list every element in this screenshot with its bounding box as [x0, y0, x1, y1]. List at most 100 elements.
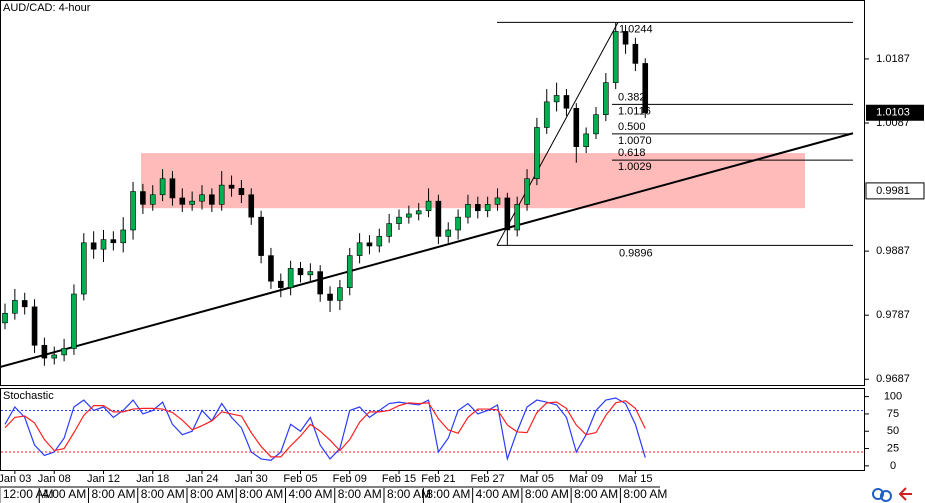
candle-body — [209, 194, 215, 205]
candle-body — [356, 242, 363, 256]
candle-body — [337, 287, 343, 301]
candle-body — [297, 268, 304, 276]
candle-body — [455, 216, 461, 231]
candle-body — [543, 101, 550, 128]
supply-zone — [141, 153, 805, 209]
candle-body — [583, 133, 589, 147]
price-panel — [0, 0, 865, 386]
candle-body — [179, 197, 186, 205]
x-tick-label: Mar 05 — [520, 473, 554, 485]
candle-body — [612, 31, 619, 83]
y-tick-label: 0.9787 — [876, 309, 910, 321]
fib-price: 1.0070 — [618, 135, 652, 147]
stochastic-panel — [0, 388, 865, 471]
candle-body — [553, 95, 560, 103]
candle-body — [110, 239, 117, 244]
trendline — [0, 132, 854, 369]
current-price-label: 1.0103 — [876, 107, 910, 119]
candle-body — [603, 82, 609, 115]
x-tick-label: Jan 24 — [185, 473, 218, 485]
candle-body — [534, 127, 540, 180]
y-tick-label: 0 — [890, 460, 896, 472]
time-label: 8:00 AM — [141, 487, 185, 501]
candle-body — [445, 229, 452, 237]
x-tick-label: Feb 15 — [382, 473, 416, 485]
fib-ratio: 0.500 — [618, 121, 646, 133]
candle-body — [317, 271, 324, 295]
candle-body — [199, 194, 205, 202]
candle-body — [406, 213, 412, 218]
candle-body — [593, 114, 599, 135]
time-label: 8:00 AM — [239, 487, 283, 501]
candle-body — [238, 188, 245, 196]
time-label: 8:00 AM — [574, 487, 618, 501]
stochastic-line — [4, 400, 646, 458]
candle-body — [277, 280, 284, 288]
x-tick-label: Jan 18 — [136, 473, 169, 485]
candle-body — [524, 178, 530, 205]
candle-body — [366, 242, 373, 247]
x-tick-label: Feb 09 — [333, 473, 367, 485]
x-tick-label: Feb 05 — [283, 473, 317, 485]
candle-body — [248, 194, 255, 218]
y-tick-label: 0.9687 — [876, 373, 910, 385]
back-icon[interactable] — [898, 487, 912, 501]
fib-low-label: 0.9896 — [619, 247, 653, 259]
x-tick-label: Jan 12 — [87, 473, 120, 485]
candle-body — [189, 200, 195, 205]
candle-body — [346, 255, 353, 288]
link-icon[interactable] — [880, 490, 892, 502]
candle-body — [622, 31, 629, 45]
time-label: 4:00 AM — [476, 487, 520, 501]
time-label: 4:00 AM — [289, 487, 333, 501]
candle-body — [465, 204, 471, 218]
candle-body — [287, 268, 294, 288]
candle-body — [100, 239, 107, 250]
y-tick-label: 100 — [884, 391, 902, 403]
candle-body — [149, 194, 156, 205]
candle-body — [474, 204, 481, 212]
candle-body — [376, 236, 383, 247]
stochastic-line — [4, 397, 646, 462]
x-tick-label: Jan 30 — [235, 473, 268, 485]
candle-body — [140, 191, 146, 205]
candle-body — [61, 348, 67, 356]
candle-body — [484, 204, 491, 212]
x-tick-label: Jan 03 — [0, 473, 31, 485]
candle-body — [425, 200, 432, 212]
link-icon[interactable] — [872, 488, 884, 500]
fib-ratio: 0.382 — [618, 91, 646, 103]
candle-body — [130, 191, 136, 231]
candle-body — [307, 271, 314, 276]
x-tick-label: Jan 08 — [38, 473, 71, 485]
time-label: 8:00 AM — [623, 487, 667, 501]
candle-body — [386, 223, 392, 237]
candle-body — [258, 216, 264, 256]
x-tick-label: Mar 15 — [618, 473, 652, 485]
time-label: 8:00 AM — [525, 487, 569, 501]
toolbar-icons[interactable] — [872, 487, 912, 502]
candle-body — [12, 300, 18, 314]
candle-body — [120, 229, 126, 244]
time-label: 8:00 AM — [387, 487, 431, 501]
current-price-box — [866, 104, 924, 121]
candle-body — [2, 312, 8, 324]
x-tick-label: Feb 21 — [421, 473, 455, 485]
candle-body — [514, 204, 521, 231]
marker-price-label: 0.9981 — [876, 185, 910, 197]
candle-body — [90, 242, 97, 250]
candle-body — [51, 354, 58, 359]
candle-body — [396, 216, 402, 224]
y-tick-label: 75 — [887, 408, 899, 420]
candle-body — [494, 197, 501, 205]
candle-body — [268, 255, 274, 282]
time-label: 8:00 AM — [426, 487, 470, 501]
candle-body — [218, 184, 225, 205]
time-label: 8:00 AM — [190, 487, 234, 501]
candle-body — [81, 242, 87, 295]
candle-body — [504, 197, 511, 231]
candle-body — [21, 300, 28, 308]
candle-body — [573, 107, 580, 147]
